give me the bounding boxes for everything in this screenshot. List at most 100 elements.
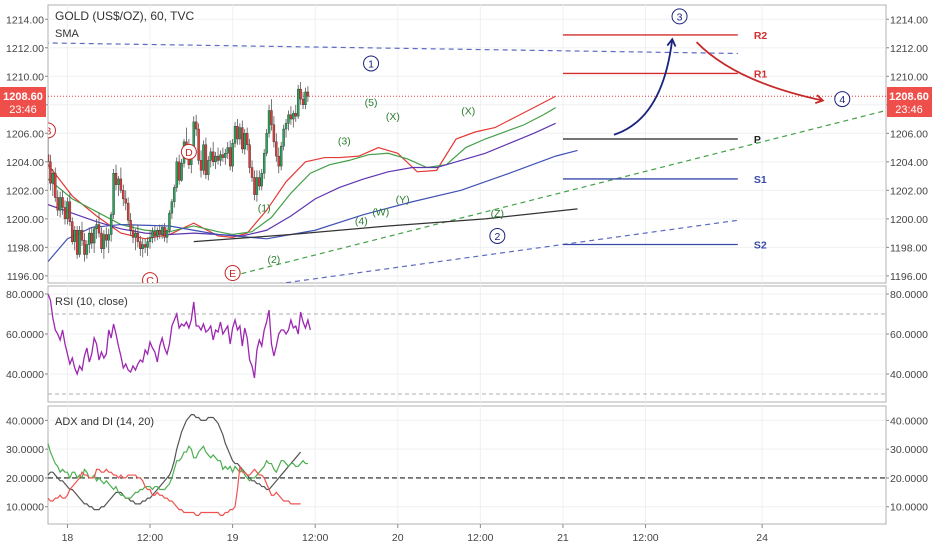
wave-label[interactable]: C [142,272,159,288]
wave-label[interactable]: (5) [365,97,378,109]
candle[interactable] [282,124,285,151]
candle[interactable] [228,140,232,171]
candle[interactable] [255,170,259,202]
adx-pane[interactable] [47,414,886,516]
candle[interactable] [114,164,118,191]
candle[interactable] [226,141,229,159]
candle[interactable] [61,190,64,215]
candle[interactable] [260,168,263,191]
candle[interactable] [153,225,157,242]
candle[interactable] [233,121,237,148]
candle[interactable] [211,141,215,167]
candle[interactable] [105,227,108,248]
candle[interactable] [71,217,74,245]
candle[interactable] [304,87,307,110]
candle[interactable] [262,148,266,179]
wave-label[interactable]: (Z) [491,208,504,220]
candle[interactable] [253,170,256,201]
candle[interactable] [165,227,169,244]
candle[interactable] [151,227,154,244]
candle[interactable] [73,225,76,251]
candle[interactable] [173,184,176,208]
candle[interactable] [245,127,249,151]
candle[interactable] [248,139,251,174]
candle[interactable] [221,147,225,162]
candle[interactable] [158,224,161,239]
candle[interactable] [146,237,149,256]
candle[interactable] [284,119,288,138]
candle[interactable] [224,148,227,165]
candle[interactable] [102,230,106,259]
candle[interactable] [296,84,300,120]
trendline[interactable] [232,109,886,277]
candle[interactable] [272,116,276,148]
candle[interactable] [75,225,79,259]
candle[interactable] [214,151,217,169]
candle[interactable] [292,110,295,128]
candle[interactable] [168,210,171,234]
candle[interactable] [83,233,86,262]
candle[interactable] [85,240,89,259]
candle[interactable] [97,213,101,238]
candle[interactable] [143,238,147,254]
candle[interactable] [175,157,178,192]
candle[interactable] [109,211,113,242]
candle[interactable] [78,225,81,258]
candle[interactable] [243,129,246,155]
candle[interactable] [100,227,103,254]
candle[interactable] [306,86,310,102]
candle[interactable] [131,224,135,244]
candle[interactable] [241,120,244,154]
candle[interactable] [136,224,140,248]
candle[interactable] [66,197,69,225]
wave-label[interactable]: (3) [338,135,351,147]
candle[interactable] [139,235,142,256]
candle[interactable] [250,160,254,182]
wave-label[interactable]: (1) [258,202,271,214]
wave-label[interactable]: D [180,143,197,160]
candle[interactable] [68,193,72,226]
candle[interactable] [122,184,125,207]
candle[interactable] [80,221,84,246]
candle[interactable] [197,123,200,165]
candle[interactable] [199,150,203,178]
candle[interactable] [265,129,268,157]
candle[interactable] [170,198,174,219]
wave-label[interactable]: E [224,265,241,282]
candle[interactable] [177,154,181,185]
candle[interactable] [267,104,271,138]
candle[interactable] [156,227,159,241]
candle[interactable] [207,156,210,181]
candle[interactable] [56,190,59,216]
candle[interactable] [124,190,127,211]
wave-label[interactable]: (4) [355,215,368,227]
wave-label[interactable]: 2 [489,227,506,244]
candle[interactable] [58,191,62,218]
candle[interactable] [51,168,55,197]
candle[interactable] [134,228,137,251]
candle[interactable] [275,133,278,162]
candle[interactable] [279,141,283,171]
wave-label[interactable]: 1 [363,55,380,72]
candle[interactable] [180,158,183,182]
candle[interactable] [258,170,261,191]
candle[interactable] [204,137,208,179]
candle[interactable] [216,147,220,165]
candle[interactable] [270,99,273,131]
candle[interactable] [129,213,132,236]
wave-label[interactable]: B [41,122,56,139]
candle[interactable] [88,227,91,254]
wave-projection-arrow[interactable] [695,41,824,102]
candle[interactable] [194,114,198,137]
candle[interactable] [289,106,293,125]
candle[interactable] [54,167,57,202]
wave-label[interactable]: (Y) [396,194,410,206]
candle[interactable] [287,110,290,131]
candle[interactable] [107,228,110,254]
wave-projection-arrow[interactable] [613,39,674,136]
candle[interactable] [163,223,166,242]
trendline[interactable] [0,42,738,55]
wave-label[interactable]: (2) [267,254,280,266]
candle[interactable] [141,238,144,258]
